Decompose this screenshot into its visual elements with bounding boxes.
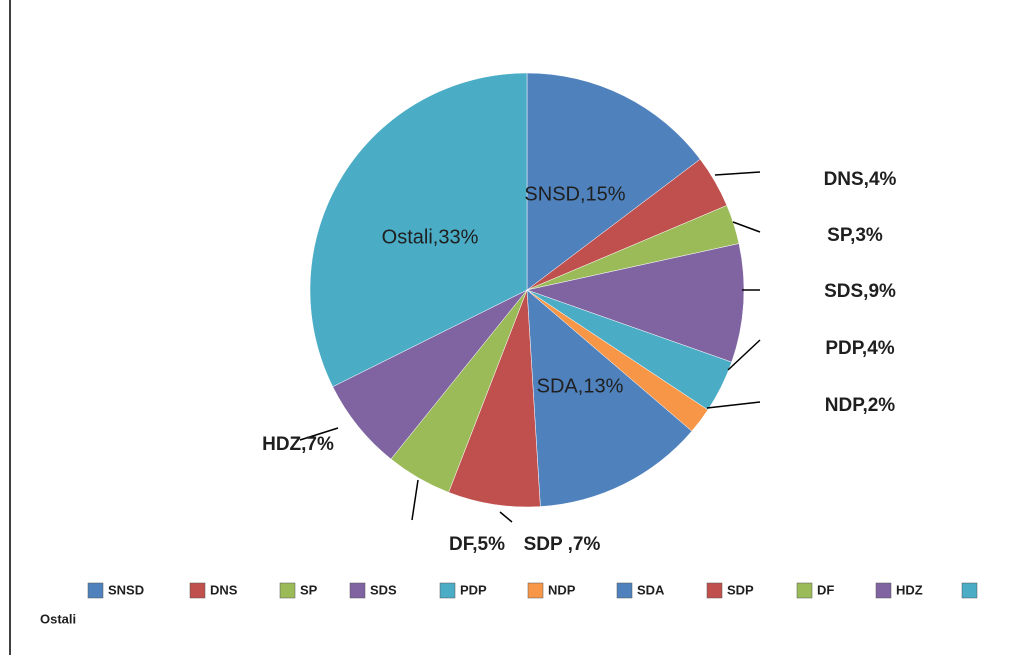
leader-line <box>706 401 761 409</box>
legend-label: SDP <box>727 582 754 597</box>
legend-label: SP <box>300 582 318 597</box>
legend-marker <box>527 582 544 599</box>
legend-label: Ostali <box>40 611 76 626</box>
leader-line <box>714 171 761 176</box>
data-label: SDS,9% <box>824 281 896 302</box>
data-label: SP,3% <box>827 225 883 246</box>
data-label: Ostali,33% <box>382 226 479 248</box>
leader-line <box>732 221 761 233</box>
leader-line <box>299 427 339 441</box>
legend-marker <box>439 582 456 599</box>
data-label: PDP,4% <box>825 338 894 359</box>
pie-slice <box>526 289 693 507</box>
legend-marker <box>349 582 366 599</box>
legend-marker <box>279 582 296 599</box>
pie-slice <box>526 72 701 291</box>
data-label: DF,5% <box>449 534 505 555</box>
legend-marker <box>796 582 813 599</box>
legend-label: HDZ <box>896 582 923 597</box>
legend-label: PDP <box>460 582 487 597</box>
legend-marker <box>189 582 206 599</box>
legend-label: SDA <box>637 582 665 597</box>
data-label: SDA,13% <box>537 375 624 397</box>
legend-marker <box>87 582 104 599</box>
data-label: HDZ,7% <box>262 434 334 455</box>
data-label: DNS,4% <box>824 169 897 190</box>
pie-slice <box>309 72 528 388</box>
legend-marker <box>616 582 633 599</box>
legend-label: NDP <box>548 582 576 597</box>
legend-label: DNS <box>210 582 238 597</box>
legend-label: SDS <box>370 582 397 597</box>
leader-line <box>499 511 513 523</box>
data-label: NDP,2% <box>825 395 896 416</box>
leader-line <box>727 339 761 371</box>
pie-slice <box>526 243 745 363</box>
data-label: SDP ,7% <box>524 534 601 555</box>
leader-line <box>411 479 419 521</box>
legend-label: SNSD <box>108 582 144 597</box>
legend-marker <box>706 582 723 599</box>
legend-marker <box>875 582 892 599</box>
data-label: SNSD,15% <box>524 183 625 205</box>
legend-label: DF <box>817 582 834 597</box>
legend-marker <box>961 582 978 599</box>
